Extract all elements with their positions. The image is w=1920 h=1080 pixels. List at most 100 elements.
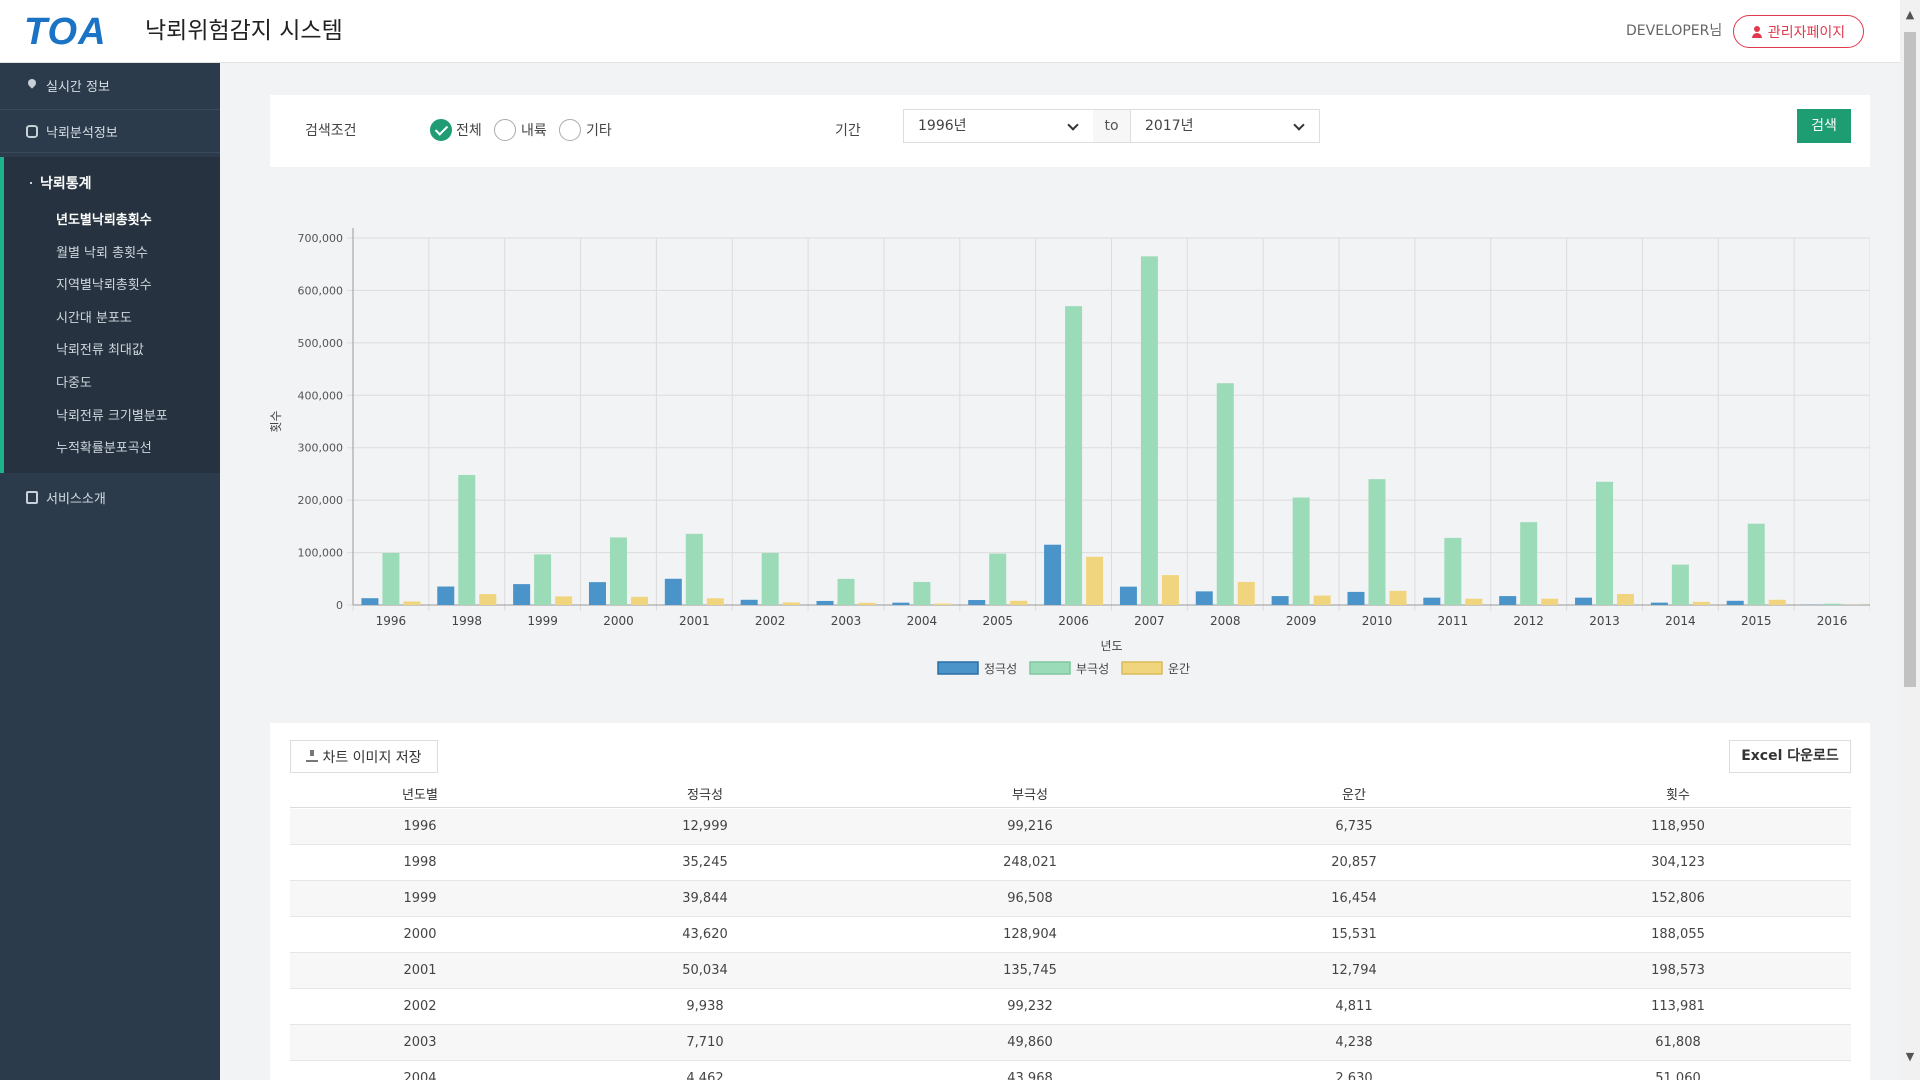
excel-download-button[interactable]: Excel 다운로드 bbox=[1729, 740, 1851, 773]
legend-label: 정극성 bbox=[984, 662, 1017, 676]
sidebar-subitem-current-max[interactable]: 낙뢰전류 최대값 bbox=[56, 343, 144, 358]
bar-1999-0 bbox=[513, 584, 531, 605]
legend-swatch bbox=[1029, 661, 1071, 675]
bar-2009-1 bbox=[1292, 497, 1310, 605]
radio-other-label[interactable]: 기타 bbox=[586, 123, 612, 139]
radio-all[interactable] bbox=[430, 119, 452, 141]
logo[interactable]: TOA bbox=[24, 11, 107, 53]
table-cell: 20,857 bbox=[1331, 855, 1377, 870]
sidebar-group-title[interactable]: 낙뢰통계 bbox=[30, 173, 92, 193]
table-cell: 2,630 bbox=[1335, 1071, 1373, 1080]
x-tick-label: 2000 bbox=[603, 614, 634, 628]
x-tick-label: 2013 bbox=[1589, 614, 1620, 628]
bar-2014-0 bbox=[1650, 602, 1668, 605]
x-tick-label: 2001 bbox=[679, 614, 710, 628]
table-cell: 9,938 bbox=[686, 999, 724, 1014]
page-scrollbar[interactable]: ▲ ▼ bbox=[1900, 0, 1920, 1080]
table-cell: 16,454 bbox=[1331, 891, 1377, 906]
table-cell: 35,245 bbox=[682, 855, 728, 870]
radio-other[interactable] bbox=[559, 119, 581, 141]
scroll-down-arrow-icon[interactable]: ▼ bbox=[1905, 1050, 1915, 1063]
bar-2014-1 bbox=[1671, 564, 1689, 605]
x-tick-label: 2009 bbox=[1286, 614, 1317, 628]
save-chart-image-button[interactable]: 차트 이미지 저장 bbox=[290, 740, 438, 773]
table-panel: 차트 이미지 저장 Excel 다운로드 년도별 정극성 부극성 운간 횟수 1… bbox=[270, 723, 1870, 1080]
bar-2011-0 bbox=[1423, 597, 1441, 605]
admin-page-button[interactable]: 관리자페이지 bbox=[1733, 15, 1864, 48]
top-header: TOA 낙뢰위험감지 시스템 DEVELOPER님 관리자페이지 bbox=[0, 0, 1900, 63]
from-year-select[interactable]: 1996년 bbox=[903, 109, 1094, 143]
y-axis-title: 횟수 bbox=[270, 410, 283, 432]
bar-2000-0 bbox=[588, 582, 606, 605]
sidebar-item-service[interactable]: 서비스소개 bbox=[0, 475, 220, 519]
x-tick-label: 2008 bbox=[1210, 614, 1241, 628]
table-cell: 4,462 bbox=[686, 1071, 724, 1080]
sidebar-group-statistics: 낙뢰통계 년도별낙뢰총횟수 월별 낙뢰 총횟수 지역별낙뢰총횟수 시간대 분포도… bbox=[0, 157, 220, 473]
bar-chart-icon bbox=[30, 182, 32, 184]
y-tick-label: 500,000 bbox=[298, 337, 344, 350]
y-tick-label: 100,000 bbox=[298, 547, 344, 560]
scroll-thumb[interactable] bbox=[1904, 32, 1916, 687]
sidebar-subitem-cumulative[interactable]: 누적확률분포곡선 bbox=[56, 441, 152, 456]
radio-inland-label[interactable]: 내륙 bbox=[521, 123, 547, 139]
search-button[interactable]: 검색 bbox=[1797, 109, 1851, 143]
bar-2008-1 bbox=[1216, 383, 1234, 605]
header-positive: 정극성 bbox=[687, 788, 723, 803]
sidebar-item-label: 서비스소개 bbox=[46, 491, 106, 507]
header-cloud: 운간 bbox=[1342, 788, 1366, 803]
x-tick-label: 2011 bbox=[1438, 614, 1469, 628]
table-row: 1998 35,245 248,021 20,857 304,123 bbox=[290, 845, 1851, 881]
x-tick-label: 2006 bbox=[1058, 614, 1089, 628]
table-cell: 12,794 bbox=[1331, 963, 1377, 978]
table-row: 2002 9,938 99,232 4,811 113,981 bbox=[290, 989, 1851, 1025]
x-tick-label: 2016 bbox=[1817, 614, 1848, 628]
table-cell: 2003 bbox=[403, 1035, 437, 1050]
sidebar-subitem-monthly[interactable]: 월별 낙뢰 총횟수 bbox=[56, 246, 148, 261]
table-cell: 113,981 bbox=[1651, 999, 1705, 1014]
table-cell: 61,808 bbox=[1655, 1035, 1701, 1050]
sidebar-subitem-regional[interactable]: 지역별낙뢰총횟수 bbox=[56, 278, 152, 293]
bar-2002-2 bbox=[782, 602, 800, 605]
bar-2012-0 bbox=[1499, 596, 1517, 605]
bar-1998-0 bbox=[437, 586, 455, 605]
table-cell: 2000 bbox=[403, 927, 437, 942]
x-tick-label: 2015 bbox=[1741, 614, 1772, 628]
table-cell: 1998 bbox=[403, 855, 437, 870]
bar-2014-2 bbox=[1692, 601, 1710, 605]
x-tick-label: 2004 bbox=[907, 614, 938, 628]
yearly-lightning-chart: 0 100,000 200,000 300,000 400,000 500,000 600,… bbox=[270, 228, 1870, 676]
table-header: 년도별 정극성 부극성 운간 횟수 bbox=[290, 778, 1851, 808]
bar-1999-2 bbox=[555, 596, 573, 605]
radio-inland[interactable] bbox=[494, 119, 516, 141]
x-tick-label: 2005 bbox=[982, 614, 1013, 628]
table-cell: 304,123 bbox=[1651, 855, 1705, 870]
bar-2002-1 bbox=[761, 552, 779, 605]
person-icon bbox=[1751, 25, 1762, 38]
table-cell: 96,508 bbox=[1007, 891, 1053, 906]
legend-label: 부극성 bbox=[1076, 662, 1109, 676]
sidebar-subitem-multiplicity[interactable]: 다중도 bbox=[56, 376, 92, 391]
bar-2008-2 bbox=[1237, 581, 1255, 605]
bar-2003-0 bbox=[816, 600, 834, 605]
sidebar-subitem-yearly[interactable]: 년도별낙뢰총횟수 bbox=[56, 213, 152, 228]
radio-all-label[interactable]: 전체 bbox=[456, 123, 482, 139]
chart-panel: 0 100,000 200,000 300,000 400,000 500,000 600,… bbox=[270, 167, 1870, 720]
sidebar-subitem-time-distribution[interactable]: 시간대 분포도 bbox=[56, 311, 132, 326]
sidebar-item-realtime[interactable]: 실시간 정보 bbox=[0, 63, 220, 107]
y-tick-label: 300,000 bbox=[298, 442, 344, 455]
scroll-up-arrow-icon[interactable]: ▲ bbox=[1905, 8, 1915, 21]
table-cell: 2002 bbox=[403, 999, 437, 1014]
sidebar-item-analysis[interactable]: 낙뢰분석정보 bbox=[0, 109, 220, 153]
bar-2010-0 bbox=[1347, 591, 1365, 605]
bar-2015-2 bbox=[1768, 599, 1786, 605]
x-tick-label: 2010 bbox=[1362, 614, 1393, 628]
table-cell: 7,710 bbox=[686, 1035, 724, 1050]
table-row: 2000 43,620 128,904 15,531 188,055 bbox=[290, 917, 1851, 953]
table-cell: 248,021 bbox=[1003, 855, 1057, 870]
to-year-select[interactable]: 2017년 bbox=[1130, 109, 1320, 143]
sidebar-subitem-current-size[interactable]: 낙뢰전류 크기별분포 bbox=[56, 409, 168, 424]
y-tick-label: 200,000 bbox=[298, 494, 344, 507]
y-tick-label: 700,000 bbox=[298, 232, 344, 245]
table-cell: 15,531 bbox=[1331, 927, 1377, 942]
table-cell: 99,216 bbox=[1007, 819, 1053, 834]
